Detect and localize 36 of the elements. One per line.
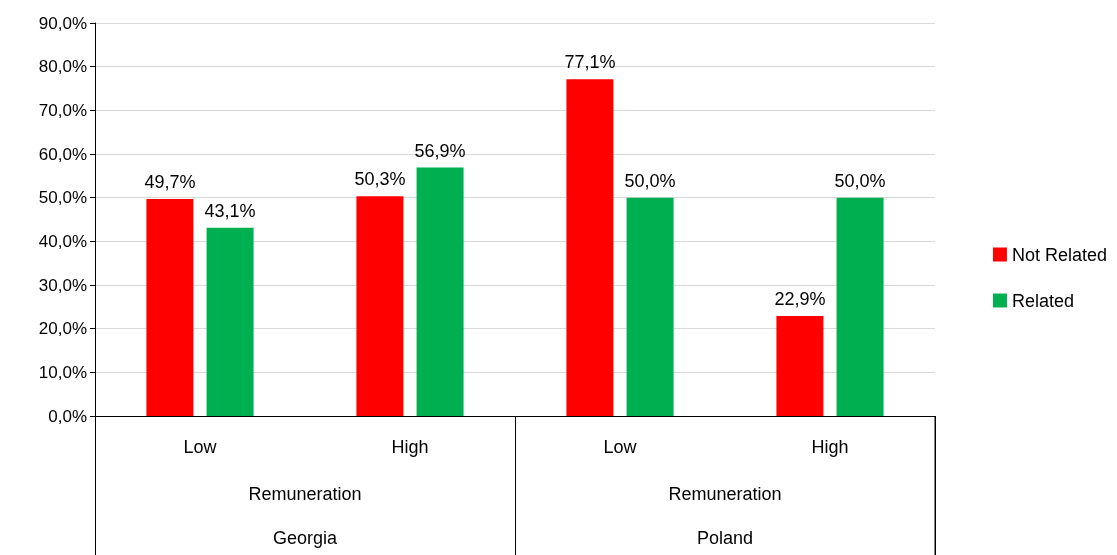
y-tick-label: 70,0% xyxy=(38,100,87,120)
data-label: 22,9% xyxy=(774,289,826,309)
y-tick-label: 80,0% xyxy=(38,57,87,77)
x-tick-label: High xyxy=(391,437,429,457)
text: Poland xyxy=(696,528,754,548)
data-label: 49,7% xyxy=(144,171,196,192)
text: Remuneration xyxy=(668,484,782,504)
bar xyxy=(566,79,614,416)
data-label: 77,1% xyxy=(564,52,616,73)
legend-label: Not Related xyxy=(1011,244,1108,265)
y-tick-label: 40,0% xyxy=(38,231,87,251)
y-tick-label: 90,0% xyxy=(38,13,87,33)
x-tick-label: Low xyxy=(183,437,218,457)
y-tick-label: 30,0% xyxy=(38,275,87,295)
bar xyxy=(626,197,674,416)
y-tick-label: 10,0% xyxy=(38,362,87,382)
legend-label: Related xyxy=(1011,290,1074,311)
data-label: 43,1% xyxy=(204,200,256,221)
bar xyxy=(356,196,404,416)
bar xyxy=(206,227,254,416)
data-label: 50,0% xyxy=(624,170,676,191)
x-tick-label: Low xyxy=(603,437,638,457)
data-label: 56,9% xyxy=(414,140,466,161)
y-tick-label: 0,0% xyxy=(48,406,87,426)
y-tick-label: 20,0% xyxy=(38,319,87,339)
y-tick-label: 50,0% xyxy=(38,188,87,208)
x-tick-label: High xyxy=(811,437,849,457)
y-tick-label: 60,0% xyxy=(38,144,87,164)
text: Georgia xyxy=(272,528,338,548)
text: Remuneration xyxy=(248,484,362,504)
bar xyxy=(416,167,464,416)
bar xyxy=(146,198,194,416)
data-label: 50,0% xyxy=(834,170,886,191)
bar xyxy=(836,197,884,416)
data-label: 50,3% xyxy=(354,169,406,190)
bar xyxy=(776,316,824,416)
